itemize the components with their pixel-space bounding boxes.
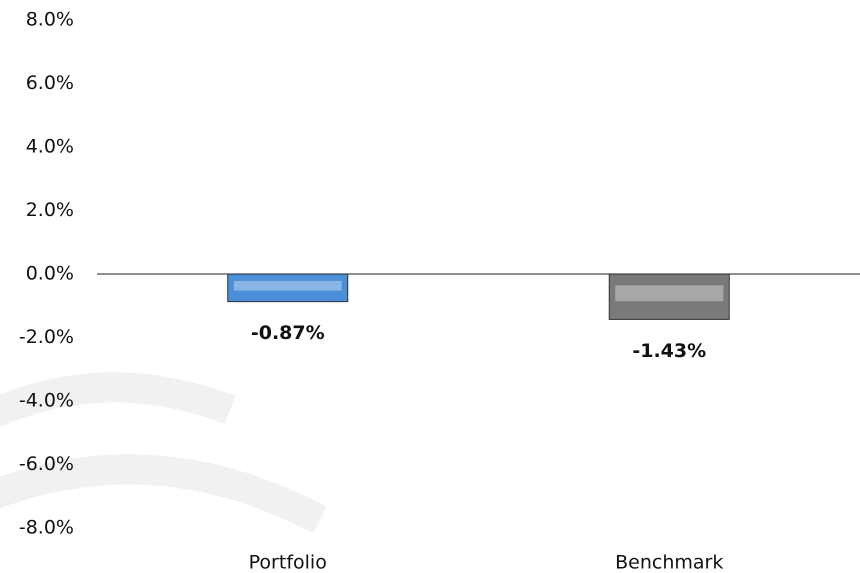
bar-highlight (233, 280, 342, 291)
y-tick-label: -4.0% (19, 390, 74, 412)
x-tick-label: Portfolio (249, 552, 327, 573)
value-label: -1.43% (632, 340, 706, 362)
background-swoosh (0, 372, 328, 534)
x-tick-label: Benchmark (615, 552, 723, 573)
y-tick-label: -6.0% (19, 453, 74, 475)
bar-highlight (615, 285, 724, 302)
y-tick-label: 4.0% (26, 136, 74, 158)
y-tick-label: 6.0% (26, 72, 74, 94)
y-tick-label: 0.0% (26, 263, 74, 285)
y-tick-label: -8.0% (19, 517, 74, 539)
y-tick-label: 2.0% (26, 199, 74, 221)
value-label: -0.87% (251, 322, 325, 344)
bar (227, 273, 349, 303)
y-tick-label: -2.0% (19, 326, 74, 348)
y-tick-label: 8.0% (26, 9, 74, 31)
